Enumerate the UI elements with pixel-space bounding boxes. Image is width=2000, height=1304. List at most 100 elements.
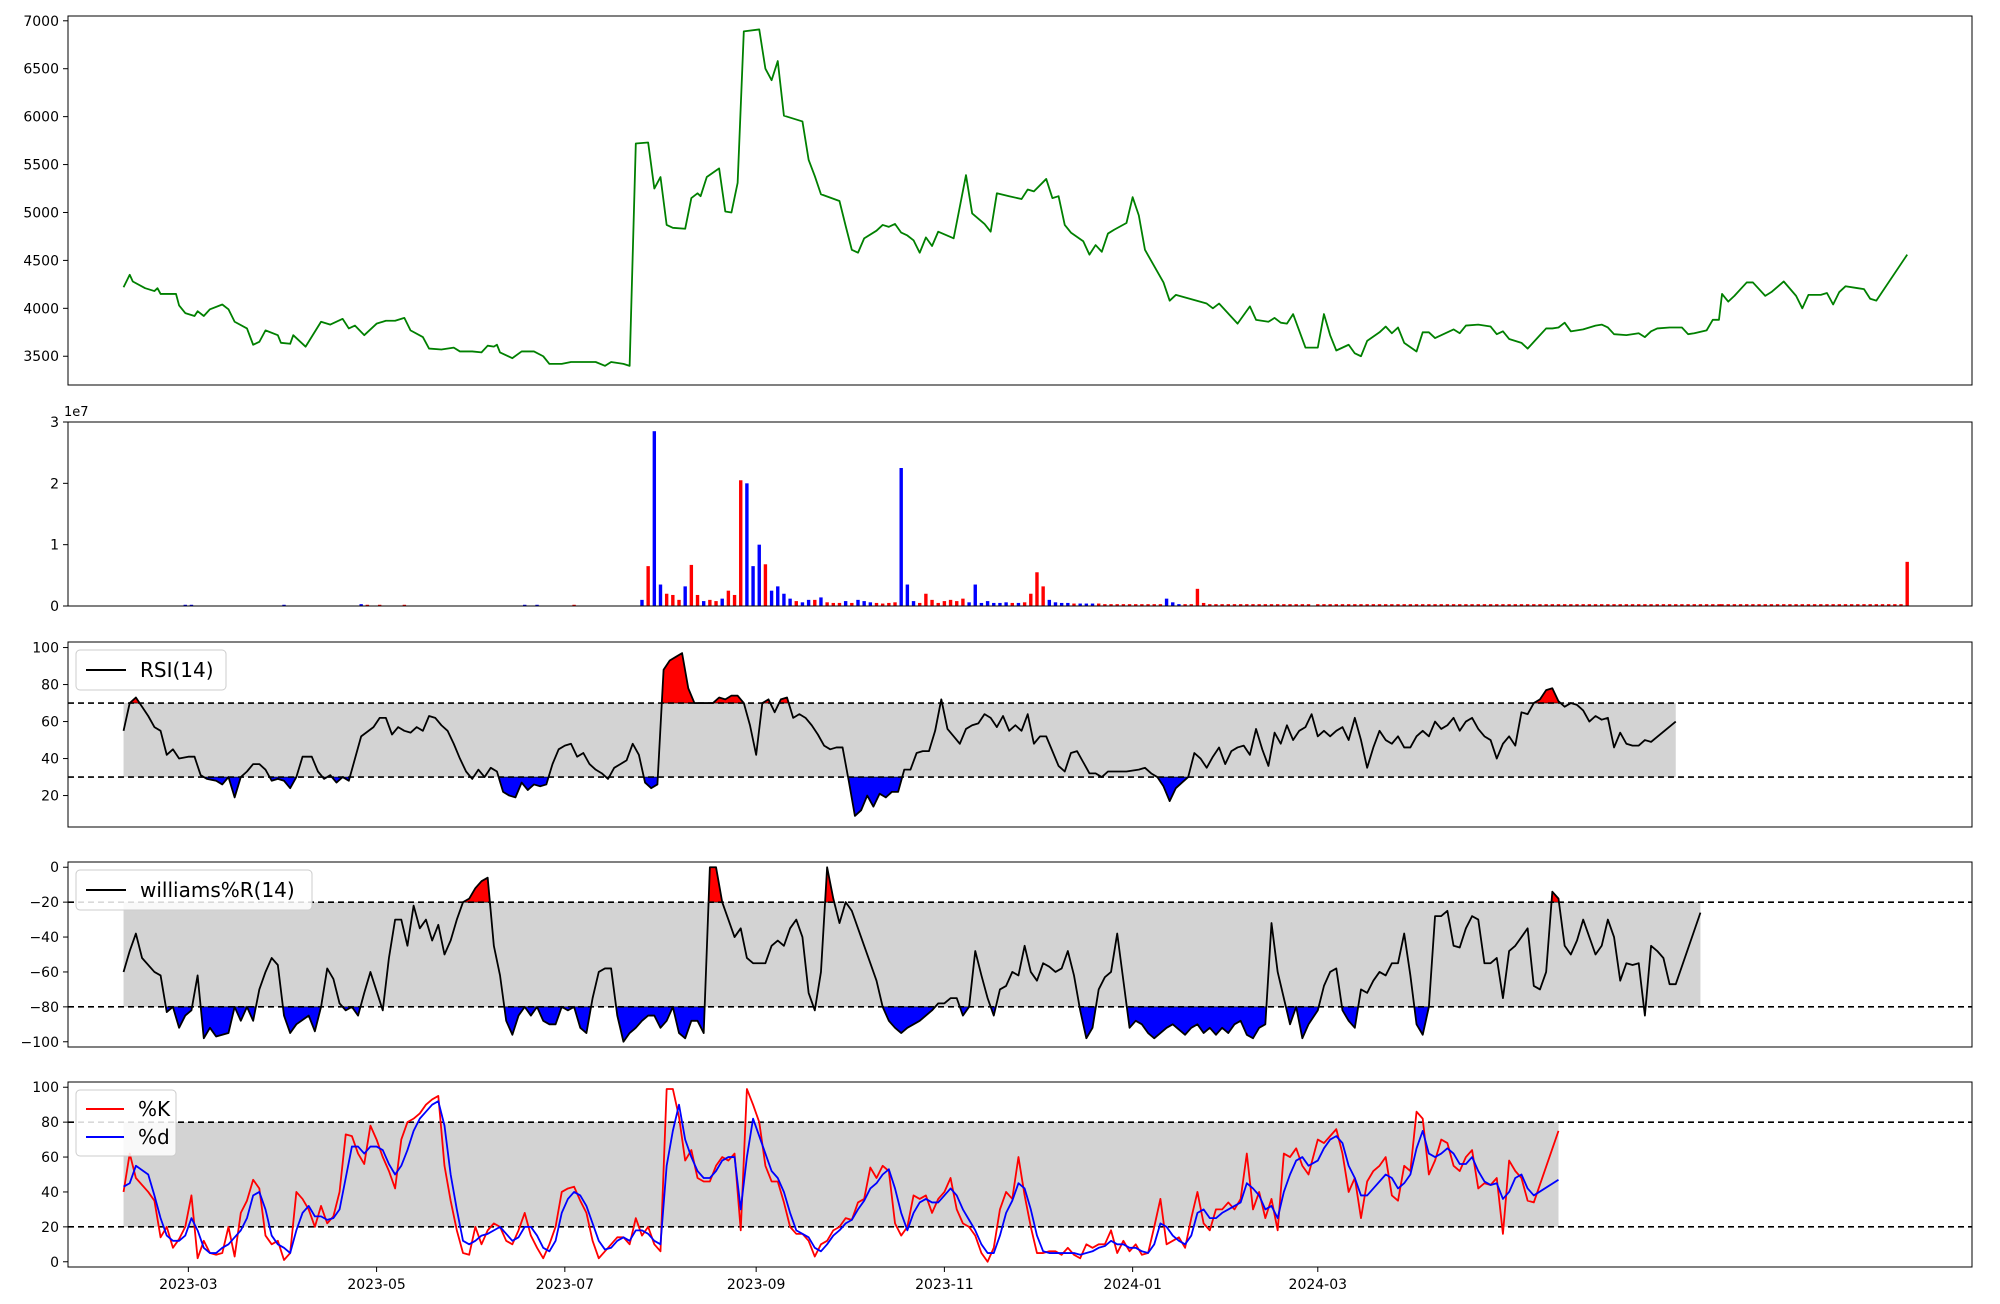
volume-bar [1029,593,1033,606]
volume-bar [1581,604,1585,606]
volume-bar [1550,604,1555,606]
volume-bar [658,584,663,606]
volume-bar [942,601,947,606]
volume-bar [1562,604,1567,606]
volume-bar [1482,604,1487,606]
volume-bar [948,599,953,606]
volume-bar [924,593,928,606]
volume-bar [1090,603,1095,606]
volume-bar [1655,604,1659,606]
volume-bar [1047,599,1052,606]
volume-bar [806,599,811,606]
volume-bar [1569,604,1573,606]
volume-bar [1288,604,1292,606]
volume-bar [1134,604,1138,606]
rsi-ytick-label: 20 [41,789,59,805]
williams-neutral-band [123,902,1701,1007]
williams-ytick-label: −60 [29,965,59,981]
volume-bar [1445,604,1450,606]
volume-bar [1451,604,1456,606]
volume-bar [1066,602,1070,606]
volume-bar [1507,604,1511,606]
volume-bar [868,602,873,606]
volume-bar [1275,604,1280,606]
volume-bar [1408,604,1413,606]
volume-bar [1306,604,1311,606]
volume-bar [1698,604,1703,606]
volume-bar [874,602,879,606]
stoch-legend-label: %d [138,1125,170,1149]
volume-bar [1751,604,1755,606]
volume-bar [973,584,977,606]
stoch-k-line [122,1088,1560,1263]
volume-bar [1109,604,1113,606]
volume-bar [1525,604,1530,606]
volume-bar [1856,604,1860,606]
volume-bar [1328,604,1332,606]
volume-bar [1439,604,1443,606]
volume-bar [1624,604,1629,606]
volume-bar [1257,604,1261,606]
volume-bar [1612,604,1616,606]
volume-bar [1059,602,1064,606]
volume-bar [1575,604,1579,606]
williams-oversold-fill [672,1006,705,1039]
volume-bar [714,601,718,606]
volume-bar [1775,604,1780,606]
volume-bar [1282,604,1286,606]
volume-bar [751,566,755,606]
volume-bar [1390,604,1394,606]
volume-bar [1414,604,1419,606]
williams-ytick-label: 0 [50,860,59,876]
rsi-ytick-label: 60 [41,715,59,731]
volume-bar [1300,604,1305,606]
volume-bar [572,604,576,606]
volume-bar [1371,604,1376,606]
volume-bar [1618,604,1622,606]
volume-bar [1893,604,1897,606]
volume-bar [1837,604,1842,606]
volume-bar [1470,604,1474,606]
volume-bar [880,603,885,606]
rsi-overbought-fill [661,652,695,704]
xtick-label: 2023-05 [347,1277,406,1293]
volume-bar [1556,604,1561,606]
volume-bar [683,586,687,606]
volume-bar [402,604,407,606]
volume-bar [1720,604,1724,606]
volume-bar [1661,604,1666,606]
price-ytick-label: 7000 [23,14,59,30]
stoch-ytick-label: 80 [41,1115,59,1131]
volume-bar [1096,603,1101,606]
volume-bar [1819,604,1823,606]
volume-bar [813,599,817,606]
volume-bar [1464,604,1468,606]
volume-bar [1365,604,1369,606]
volume-bar [1421,604,1425,606]
xtick-label: 2024-03 [1289,1277,1348,1293]
volume-bar [776,586,780,606]
volume-bar [1587,604,1592,606]
price-axes-frame [67,15,1973,386]
volume-bar [1843,604,1848,606]
volume-bar [1214,604,1218,606]
volume-bar [1171,602,1175,606]
volume-bar [1121,604,1126,606]
volume-bar [359,604,363,606]
volume-bar [1674,604,1678,606]
volume-bar [1812,604,1817,606]
volume-bar [377,604,382,606]
volume-bar [1201,602,1206,606]
volume-bar [788,598,792,606]
volume-bar [1103,604,1107,606]
volume-bar [1630,604,1635,606]
volume-bar [1599,604,1604,606]
volume-ytick-label: 1 [50,538,59,554]
volume-bar [911,601,916,606]
volume-bar [1158,604,1163,606]
volume-bar [1649,604,1653,606]
volume-bar [652,431,657,606]
volume-bar [1334,604,1339,606]
rsi-ytick-label: 100 [32,641,59,657]
volume-bar [1643,604,1647,606]
